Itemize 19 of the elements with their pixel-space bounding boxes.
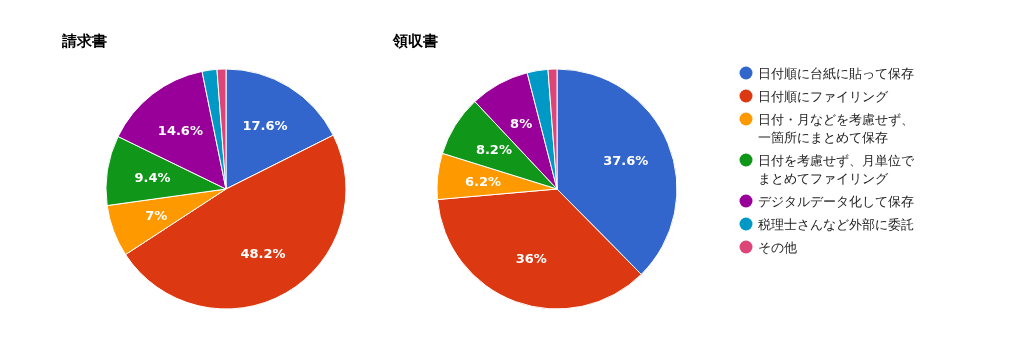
data-label: 9.4%	[134, 169, 171, 185]
data-label: 6.2%	[464, 173, 502, 189]
data-label: 8%	[510, 116, 533, 132]
data-label: 17.6%	[242, 118, 288, 134]
legend-label: その他	[758, 239, 797, 255]
data-label: 36%	[515, 251, 547, 267]
data-label: 48.2%	[240, 246, 286, 262]
legend-label: 日付・月などを考慮せず、一箇所にまとめて保存	[758, 111, 914, 145]
legend-label: 日付順にファイリング	[758, 88, 889, 104]
data-label: 8.2%	[475, 142, 512, 158]
data-label: 37.6%	[603, 153, 649, 169]
legend-label: デジタルデータ化して保存	[758, 193, 914, 209]
chart-title: 領収書	[392, 32, 438, 50]
chart-title: 請求書	[61, 32, 107, 50]
legend-label: 税理士さんなど外部に委託	[758, 216, 914, 232]
data-label: 14.6%	[157, 122, 203, 138]
data-label: 7%	[145, 207, 168, 223]
legend-label: 日付順に台紙に貼って保存	[758, 65, 914, 81]
legend-label: 日付を考慮せず、月単位でまとめてファイリング	[758, 152, 915, 186]
